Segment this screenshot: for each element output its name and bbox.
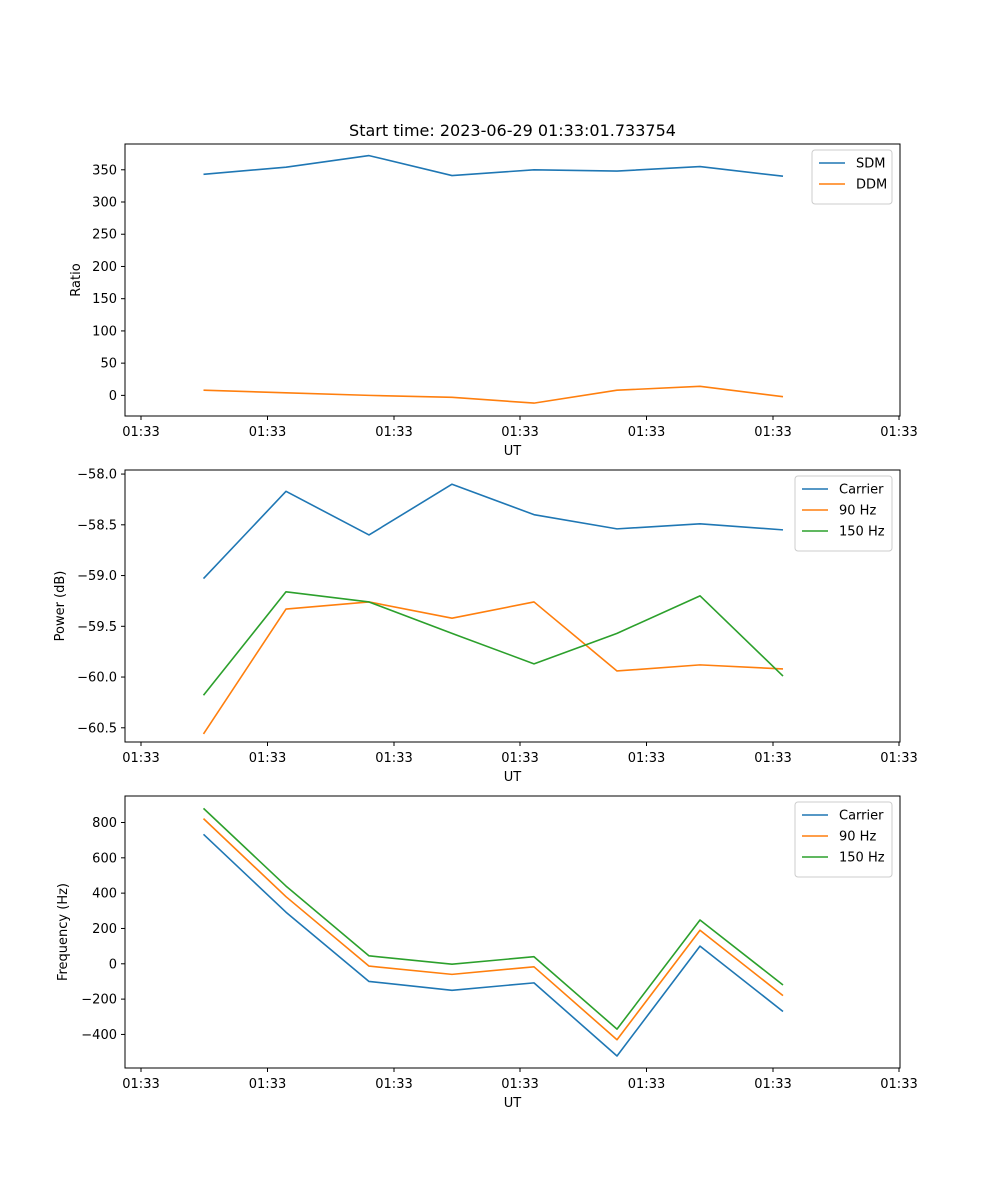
- series-line-90-hz: [202, 601, 784, 735]
- x-tick-label: 01:33: [249, 425, 286, 440]
- chart-panels: 01:33 01:33 01:33 01:33 01:33 01:33 01:33 0 50 10…: [53, 143, 918, 1111]
- legend-entry: 90 Hz: [839, 830, 876, 845]
- y-tick-label: 200: [92, 922, 117, 937]
- y-tick-label: −59.5: [77, 620, 117, 635]
- x-axis-label: UT: [504, 770, 522, 785]
- x-tick-label: 01:33: [880, 751, 917, 766]
- y-tick-label: 800: [92, 816, 117, 831]
- x-tick-label: 01:33: [628, 425, 665, 440]
- y-tick-label: −58.0: [77, 468, 117, 483]
- chart-panel-1: 01:33 01:33 01:33 01:33 01:33 01:33 01:33 0 50 10…: [69, 143, 918, 459]
- legend: SDM DDM: [811, 149, 893, 205]
- axes-frame: [124, 469, 901, 743]
- y-tick-label: −60.0: [77, 671, 117, 686]
- figure-title: Start time: 2023-06-29 01:33:01.733754: [349, 121, 676, 140]
- y-tick-label: 600: [92, 851, 117, 866]
- y-axis-label: Ratio: [69, 263, 84, 296]
- legend-entry: 90 Hz: [839, 504, 876, 519]
- legend-entry: 150 Hz: [839, 851, 885, 866]
- chart-panel-3: 01:33 01:33 01:33 01:33 01:33 01:33 01:33 800 60…: [56, 795, 918, 1111]
- x-tick-label: 01:33: [375, 751, 412, 766]
- x-tick-label: 01:33: [501, 425, 538, 440]
- legend-box: [794, 801, 893, 878]
- series-line-carrier: [202, 833, 784, 1057]
- series-line-sdm: [203, 154, 784, 178]
- series-line-150-hz: [202, 590, 784, 696]
- x-tick-label: 01:33: [754, 425, 791, 440]
- x-tick-label: 01:33: [375, 425, 412, 440]
- series-line-ddm: [203, 385, 784, 404]
- y-tick-label: 350: [92, 163, 117, 178]
- y-tick-label: 250: [92, 228, 117, 243]
- y-axis-label: Frequency (Hz): [56, 883, 71, 981]
- x-tick-label: 01:33: [754, 1077, 791, 1092]
- y-tick-label: −59.0: [77, 569, 117, 584]
- x-tick-label: 01:33: [754, 751, 791, 766]
- x-tick-label: 01:33: [122, 751, 159, 766]
- y-axis-label: Power (dB): [53, 571, 68, 642]
- y-tick-label: 200: [92, 260, 117, 275]
- x-axis-label: UT: [504, 444, 522, 459]
- x-axis-label: UT: [504, 1096, 522, 1111]
- x-tick-label: 01:33: [249, 751, 286, 766]
- x-tick-label: 01:33: [249, 1077, 286, 1092]
- y-tick-label: 50: [100, 357, 117, 372]
- x-tick-label: 01:33: [628, 751, 665, 766]
- y-tick-label: −400: [81, 1028, 117, 1043]
- x-tick-label: 01:33: [375, 1077, 412, 1092]
- y-tick-label: −58.5: [77, 518, 117, 533]
- y-tick-label: 0: [109, 389, 117, 404]
- x-tick-label: 01:33: [122, 425, 159, 440]
- x-tick-label: 01:33: [628, 1077, 665, 1092]
- legend: Carrier 90 Hz 150 Hz: [794, 801, 893, 878]
- series-line-carrier: [202, 483, 784, 580]
- y-tick-label: −200: [81, 993, 117, 1008]
- y-tick-label: −60.5: [77, 721, 117, 736]
- chart-panel-2: 01:33 01:33 01:33 01:33 01:33 01:33 01:33 −58.0…: [53, 468, 918, 785]
- series-line-90-hz: [202, 818, 784, 1041]
- legend-box: [794, 475, 893, 552]
- x-tick-label: 01:33: [122, 1077, 159, 1092]
- axes-frame: [124, 795, 901, 1069]
- legend-entry: DDM: [856, 178, 887, 193]
- x-tick-label: 01:33: [880, 1077, 917, 1092]
- legend-entry: SDM: [856, 157, 885, 172]
- y-tick-label: 100: [92, 324, 117, 339]
- legend-entry: Carrier: [839, 809, 884, 824]
- x-tick-label: 01:33: [501, 751, 538, 766]
- y-tick-label: 300: [92, 196, 117, 211]
- legend-entry: 150 Hz: [839, 525, 885, 540]
- series-line-150-hz: [202, 807, 784, 1030]
- x-tick-label: 01:33: [880, 425, 917, 440]
- y-tick-label: 400: [92, 887, 117, 902]
- axes-frame: [124, 143, 901, 417]
- legend-entry: Carrier: [839, 483, 884, 498]
- y-tick-label: 150: [92, 292, 117, 307]
- legend: Carrier 90 Hz 150 Hz: [794, 475, 893, 552]
- x-tick-label: 01:33: [501, 1077, 538, 1092]
- y-tick-label: 0: [109, 957, 117, 972]
